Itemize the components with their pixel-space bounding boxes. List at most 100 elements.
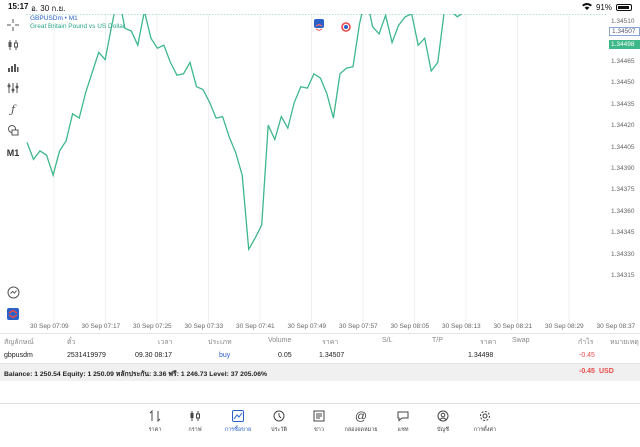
price-tick: 1.34420 [611,122,635,130]
nav-label: ข่าว [314,427,324,433]
position-price: 1.34498 [468,352,494,359]
position-ticket: 2531419979 [67,352,106,359]
nav-label: แชท [397,427,409,433]
nav-trade[interactable]: การซื้อขาย [221,408,255,434]
column-header: หมายเหตุ [610,339,639,346]
time-tick: 30 Sep 07:41 [236,323,275,330]
news-icon [302,408,336,424]
shapes-icon[interactable] [4,122,22,138]
chart-symbol: GBPUSDm • M1 [30,15,78,22]
one-click-trading-icon[interactable] [341,19,351,32]
zoom-icon[interactable] [4,284,22,300]
settings-icon [468,408,502,424]
time-tick: 30 Sep 08:05 [390,323,430,330]
position-profit: -0.45 [579,352,595,359]
wifi-icon [581,2,592,12]
price-tick: 1.34360 [611,207,635,215]
nav-label: ประวัติ [270,427,288,433]
left-toolbar: ƒ M1 [0,14,26,322]
time-tick: 30 Sep 07:17 [81,323,121,330]
time-tick: 30 Sep 07:09 [30,323,69,330]
broker-badge-icon[interactable] [314,19,324,32]
nav-label: กราฟ [188,427,202,433]
time-axis: 30 Sep 07:09 30 Sep 07:17 30 Sep 07:25 30 S… [26,322,640,333]
price-axis: 1.34465 1.34450 1.34435 1.34420 1.34405 1.343… [608,14,640,322]
nav-news[interactable]: ข่าว [302,408,336,434]
nav-label: การตั้งค่า [473,427,497,433]
time-tick: 30 Sep 08:13 [442,323,481,330]
account-icon [426,408,460,424]
trade-panel: สัญลักษณ์ ตั๋ว เวลา ประเภท Volume ราคา S/L T/P ร… [0,333,640,381]
column-header: ราคา [480,339,497,346]
column-header: ประเภท [208,339,232,346]
nav-account[interactable]: บัญชี [426,408,460,434]
nav-chat[interactable]: แชท [386,408,420,434]
chart-canvas: ★ [26,0,621,322]
timeframe-m1[interactable]: M1 [6,148,20,158]
mailbox-icon: @ [354,409,368,423]
price-tick: 1.34405 [611,143,635,151]
function-icon[interactable]: ƒ [10,102,16,116]
column-header: กำไร [578,339,594,346]
time-tick: 30 Sep 07:33 [184,323,224,330]
price-chart[interactable]: ★ [26,0,621,322]
candlestick-icon[interactable] [4,37,22,53]
time-tick: 30 Sep 07:25 [133,323,172,330]
column-header: ราคา [322,339,339,346]
price-tick: 1.34345 [611,229,635,237]
chat-icon [386,408,420,424]
nav-label: บัญชี [437,427,449,433]
price-line [26,0,465,252]
column-header: สัญลักษณ์ [4,339,34,346]
price-tick: 1.34375 [611,186,635,194]
column-header: S/L [382,337,393,344]
status-time: 15:17 [8,2,29,11]
position-time: 09.30 08:17 [135,352,172,359]
nav-mailbox[interactable]: @ กล่องจดหมาย [344,408,378,434]
price-top-label: 1.34510 [611,18,635,25]
battery-percent: 91% [595,2,612,12]
time-tick: 30 Sep 08:29 [545,323,584,330]
bid-price-label: 1.34498 [609,40,640,49]
quotes-icon [138,408,172,424]
time-tick: 30 Sep 07:49 [287,323,327,330]
currency-label: USD [599,368,614,375]
indicators-icon[interactable] [4,80,22,96]
time-tick: 30 Sep 07:57 [339,323,378,330]
column-header: T/P [432,337,443,344]
nav-label: กล่องจดหมาย [344,427,378,433]
time-tick: 30 Sep 08:37 [596,323,636,330]
price-tick: 1.34450 [611,79,635,87]
column-header: Volume [268,337,292,344]
position-open-price: 1.34507 [319,352,345,359]
position-symbol: gbpusdm [4,352,33,359]
nav-history[interactable]: ประวัติ [262,408,296,434]
trade-icon[interactable] [4,306,22,322]
price-tick: 1.34390 [611,165,635,172]
status-date: อ. 30 ก.ย. [31,4,66,13]
price-tick: 1.34330 [611,250,635,258]
nav-label: การซื้อขาย [224,427,252,433]
bottom-navigation: ราคา กราฟ การซื้อขาย ประวัติ ข่าว @ กล่อ… [0,403,640,447]
column-header: ตั๋ว [67,339,76,346]
nav-label: ราคา [148,427,162,433]
bar-chart-icon[interactable] [4,59,22,75]
battery-icon [616,3,632,11]
chart-icon [178,408,212,424]
ask-price-label: 1.34507 [609,27,640,36]
column-header: Swap [512,337,530,344]
chart-description: Great Britain Pound vs US Dollar [30,23,126,30]
balance-row: Balance: 1 250.54 Equity: 1 250.09 หลักป… [0,364,640,381]
chart-title: GBPUSDm • M1 Great Britain Pound vs US D… [30,15,125,31]
position-type: buy [219,352,231,359]
time-tick: 30 Sep 08:21 [493,323,533,330]
crosshair-icon[interactable] [4,17,22,33]
total-profit: -0.45 [579,368,595,375]
status-right: 91% [581,2,632,12]
nav-quotes[interactable]: ราคา [138,408,172,434]
nav-chart[interactable]: กราฟ [178,408,212,434]
nav-settings[interactable]: การตั้งค่า [468,408,502,434]
position-volume: 0.05 [278,352,292,359]
price-tick: 1.34465 [611,58,635,65]
trade-icon [221,408,255,424]
